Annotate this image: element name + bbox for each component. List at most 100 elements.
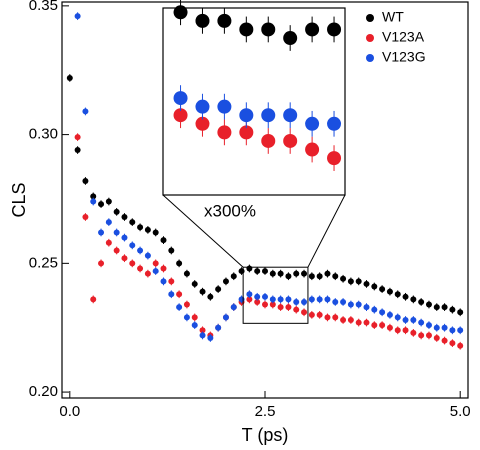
data-point (308, 296, 315, 303)
data-point (394, 327, 401, 334)
data-point (195, 99, 210, 114)
data-point (449, 327, 456, 334)
data-point (363, 304, 370, 311)
data-point (239, 108, 254, 123)
legend-marker (366, 54, 374, 62)
data-point (82, 177, 89, 184)
data-point (168, 278, 175, 285)
data-point (254, 293, 261, 300)
data-point (98, 229, 105, 236)
data-point (230, 304, 237, 311)
data-point (113, 229, 120, 236)
data-point (441, 337, 448, 344)
data-point (355, 301, 362, 308)
data-point (152, 260, 159, 267)
y-tick-label: 0.30 (29, 126, 58, 143)
data-point (207, 293, 214, 300)
data-point (285, 296, 292, 303)
data-point (449, 306, 456, 313)
data-point (152, 268, 159, 275)
legend-label: WT (382, 9, 404, 25)
y-tick-label: 0.20 (29, 383, 58, 400)
data-point (394, 314, 401, 321)
data-point (74, 13, 81, 20)
legend-label: V123A (382, 29, 425, 45)
data-point (293, 306, 300, 313)
data-point (160, 265, 167, 272)
data-point (90, 198, 97, 205)
y-tick-label: 0.25 (29, 254, 58, 271)
x-tick-label: 2.5 (255, 403, 276, 420)
data-point (195, 13, 210, 28)
data-point (176, 260, 183, 267)
data-point (327, 151, 342, 166)
data-point (246, 291, 253, 298)
data-point (90, 296, 97, 303)
data-point (293, 270, 300, 277)
data-point (285, 304, 292, 311)
data-point (441, 304, 448, 311)
data-point (160, 237, 167, 244)
data-point (199, 327, 206, 334)
data-point (394, 291, 401, 298)
data-point (402, 316, 409, 323)
data-point (261, 133, 276, 148)
data-point (371, 283, 378, 290)
data-point (173, 91, 188, 106)
data-point (283, 108, 298, 123)
data-point (215, 324, 222, 331)
data-point (129, 242, 136, 249)
data-point (98, 260, 105, 267)
data-point (316, 296, 323, 303)
data-point (74, 134, 81, 141)
data-point (129, 260, 136, 267)
data-point (285, 273, 292, 280)
data-point (222, 278, 229, 285)
data-point (410, 329, 417, 336)
data-point (168, 291, 175, 298)
data-point (441, 324, 448, 331)
data-point (308, 273, 315, 280)
data-point (340, 275, 347, 282)
data-point (386, 311, 393, 318)
data-point (379, 322, 386, 329)
data-point (262, 301, 268, 308)
data-point (160, 278, 167, 285)
data-point (305, 142, 320, 157)
data-point (347, 301, 354, 308)
data-point (191, 314, 198, 321)
data-point (410, 316, 417, 323)
data-point (332, 273, 339, 280)
data-point (137, 224, 144, 231)
data-point (425, 301, 432, 308)
data-point (425, 332, 432, 339)
data-point (183, 301, 190, 308)
data-point (207, 335, 214, 342)
data-point (327, 116, 342, 131)
data-point (199, 332, 206, 339)
data-point (324, 314, 331, 321)
data-point (355, 319, 362, 326)
data-point (402, 293, 409, 300)
data-point (105, 219, 112, 226)
x-tick-label: 5.0 (450, 403, 471, 420)
inset-frame (162, 7, 346, 196)
data-point (217, 125, 232, 140)
data-point (386, 324, 393, 331)
data-point (137, 265, 144, 272)
data-point (340, 316, 347, 323)
data-point (418, 319, 425, 326)
data-point (137, 247, 144, 254)
data-point (301, 298, 308, 305)
data-point (327, 22, 342, 37)
data-point (191, 280, 198, 287)
data-point (74, 147, 81, 154)
data-point (239, 22, 254, 37)
data-point (173, 108, 188, 123)
data-point (168, 247, 175, 254)
data-point (332, 314, 339, 321)
data-point (316, 311, 323, 318)
data-point (301, 270, 308, 277)
data-point (371, 306, 378, 313)
data-point (152, 229, 159, 236)
